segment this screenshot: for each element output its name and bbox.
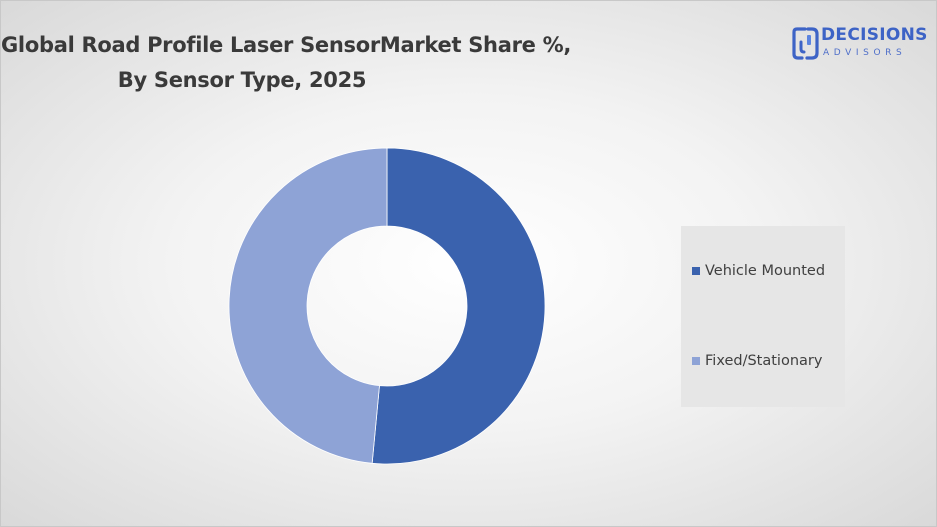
- chart-title-line-2: By Sensor Type, 2025: [117, 68, 367, 92]
- logo-wordmark: DECISIONS: [821, 25, 928, 45]
- donut-slice-fixed-stationary: [228, 147, 388, 464]
- decisions-advisors-logo-icon: [792, 27, 819, 60]
- logo-subtitle: ADVISORS: [823, 48, 907, 58]
- legend-label-fixed-stationary: Fixed/Stationary: [705, 353, 823, 369]
- legend-item-vehicle-mounted: Vehicle Mounted: [692, 261, 825, 281]
- legend-item-fixed-stationary: Fixed/Stationary: [692, 351, 822, 371]
- decisions-advisors-logo: DECISIONS ADVISORS: [791, 23, 927, 67]
- chart-legend: Vehicle Mounted Fixed/Stationary: [681, 226, 845, 407]
- legend-label-vehicle-mounted: Vehicle Mounted: [705, 263, 826, 279]
- legend-swatch-fixed-stationary: [692, 357, 700, 365]
- donut-slice-vehicle-mounted: [371, 147, 546, 465]
- chart-title-line-1: Global Road Profile Laser SensorMarket S…: [1, 33, 572, 57]
- legend-swatch-vehicle-mounted: [692, 267, 700, 275]
